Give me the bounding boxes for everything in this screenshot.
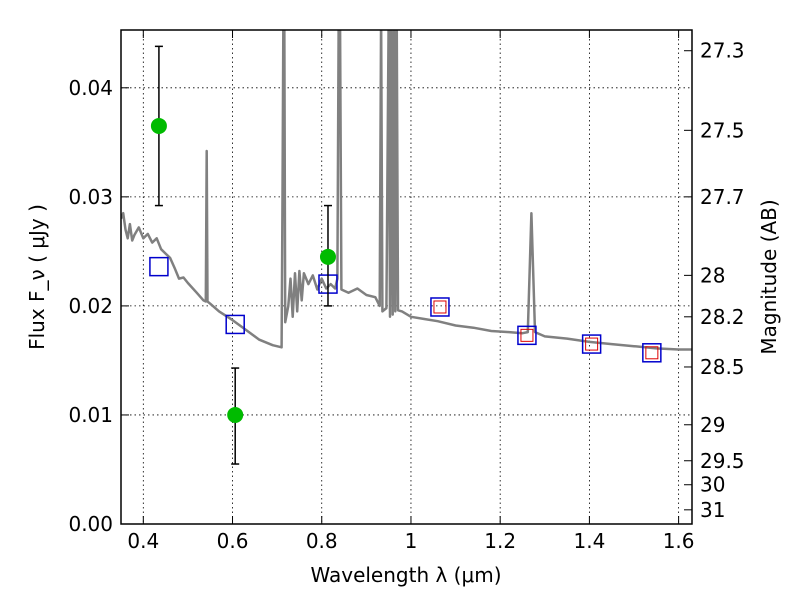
- red-square-marker: [645, 346, 659, 360]
- blue-square-marker: [149, 256, 169, 277]
- axis-ticks: [121, 30, 692, 525]
- x-tick-label: 0.8: [306, 529, 338, 553]
- y-axis-label: Flux F_ν ( μJy ): [25, 204, 49, 350]
- spectrum-line: [121, 30, 692, 351]
- blue-square-marker: [517, 325, 537, 346]
- red-square-marker: [433, 300, 447, 314]
- x-tick-label: 1.6: [663, 529, 695, 553]
- y2-tick-label: 31: [700, 498, 725, 522]
- green-data-point: [227, 406, 244, 423]
- x-tick-label: 1.2: [484, 529, 516, 553]
- y2-tick-label: 27.3: [700, 39, 745, 63]
- axis-tick-labels: 0.4 0.6 0.8 1 1.2 1.4 1.6 0.00 0.01 0.02 0.03 0.04 2…: [68, 39, 744, 553]
- blue-square-marker: [225, 314, 245, 335]
- x-tick-label: 1: [405, 529, 418, 553]
- x-axis-label: Wavelength λ (μm): [310, 563, 501, 587]
- blue-square-marker: [581, 334, 602, 354]
- y-tick-label: 0.01: [68, 403, 113, 427]
- red-square-marker: [585, 337, 599, 351]
- y2-tick-label: 28.2: [700, 305, 745, 329]
- y-tick-label: 0.03: [68, 185, 113, 209]
- green-data-point: [150, 117, 167, 134]
- y2-tick-label: 29.5: [700, 449, 745, 473]
- y-tick-label: 0.02: [68, 294, 113, 318]
- y-tick-label: 0.04: [68, 76, 113, 100]
- y-tick-label: 0.00: [68, 512, 113, 536]
- y2-tick-label: 28.5: [700, 355, 745, 379]
- blue-square-marker: [642, 343, 662, 363]
- y2-tick-label: 27.5: [700, 118, 745, 142]
- blue-square-marker: [430, 297, 450, 317]
- y2-axis-label: Magnitude (AB): [757, 199, 781, 354]
- y2-tick-label: 30: [700, 473, 725, 497]
- model-spectrum: [121, 30, 692, 351]
- x-tick-label: 0.4: [127, 529, 159, 553]
- green-data-point: [319, 248, 336, 265]
- x-tick-label: 0.6: [217, 529, 249, 553]
- y2-tick-label: 27.7: [700, 185, 745, 209]
- y2-tick-label: 28: [700, 263, 725, 287]
- red-square-marker: [520, 328, 534, 342]
- y2-tick-label: 29: [700, 413, 725, 437]
- photometry-markers: [149, 45, 662, 465]
- x-tick-label: 1.4: [573, 529, 605, 553]
- plot-frame: [120, 29, 693, 525]
